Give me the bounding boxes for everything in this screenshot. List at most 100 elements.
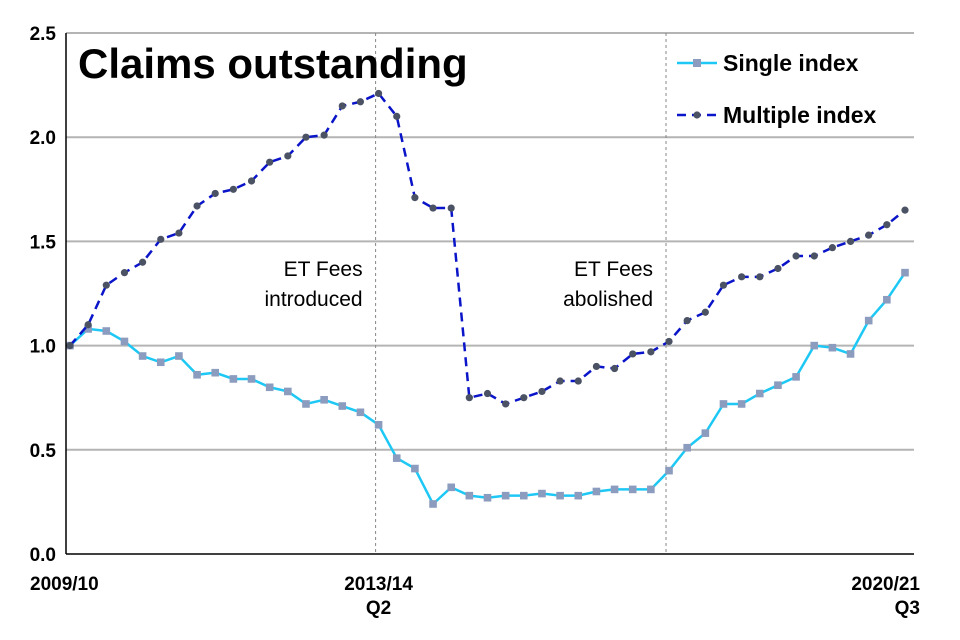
y-tick-label: 2.0: [30, 128, 56, 149]
data-point: [665, 466, 673, 475]
data-point: [247, 375, 256, 383]
data-point: [774, 264, 782, 273]
legend-marker: [693, 59, 701, 67]
data-point: [320, 131, 328, 139]
data-point: [66, 342, 74, 350]
data-point: [265, 383, 274, 392]
data-point: [139, 258, 147, 266]
data-point: [120, 337, 129, 346]
data-point: [229, 185, 237, 193]
data-point: [338, 102, 346, 110]
gridlines: [66, 32, 914, 451]
data-point: [610, 485, 619, 494]
data-point: [737, 400, 746, 408]
data-point: [338, 402, 347, 410]
data-point: [465, 394, 473, 402]
data-point: [647, 485, 655, 494]
data-point: [556, 491, 564, 500]
data-point: [610, 364, 619, 373]
data-point: [556, 377, 564, 385]
data-point: [356, 408, 365, 417]
data-point: [302, 400, 310, 408]
data-point: [719, 281, 728, 289]
data-point: [828, 343, 837, 352]
annotation-text: ET Fees: [574, 258, 653, 281]
annotation-text: abolished: [563, 288, 653, 311]
data-point: [266, 158, 274, 166]
data-point: [211, 189, 219, 198]
data-point: [374, 420, 383, 429]
data-point: [411, 194, 419, 202]
data-point: [683, 316, 691, 325]
data-point: [846, 350, 855, 358]
annotation-text: introduced: [265, 288, 363, 311]
x-tick-label: 2013/14: [344, 574, 413, 595]
data-point: [392, 454, 401, 462]
data-point: [520, 394, 528, 402]
data-point: [284, 152, 292, 160]
data-point: [520, 491, 528, 500]
data-point: [701, 308, 709, 316]
data-point: [538, 387, 546, 396]
data-point: [574, 491, 583, 500]
data-point: [792, 373, 800, 381]
data-point: [447, 483, 455, 492]
data-point: [374, 89, 383, 98]
legend: Single index Multiple index: [677, 50, 877, 128]
data-point: [447, 204, 455, 212]
data-point: [810, 341, 819, 350]
data-point: [665, 337, 673, 346]
data-point: [810, 252, 818, 260]
data-point: [864, 316, 873, 325]
x-tick-label: 2009/10: [30, 574, 99, 595]
data-point: [683, 443, 691, 452]
data-point: [302, 133, 310, 141]
data-point: [247, 177, 256, 185]
labels: 0.0 0.5 1.0 1.5 2.0 2.5 2009/10 2013/14 Q2 2020/2…: [30, 24, 921, 619]
data-point: [701, 429, 710, 437]
legend-label: Single index: [723, 50, 859, 76]
data-point: [538, 489, 546, 498]
chart-title: Claims outstanding: [78, 40, 468, 87]
data-point: [138, 352, 147, 360]
data-point: [901, 268, 909, 277]
data-point: [846, 237, 855, 245]
data-point: [901, 206, 909, 214]
data-point: [502, 400, 510, 408]
data-point: [628, 485, 637, 494]
y-tick-label: 0.0: [30, 545, 56, 566]
data-point: [756, 273, 764, 281]
data-point: [193, 370, 201, 379]
data-point: [501, 491, 510, 500]
data-point: [193, 202, 201, 210]
data-point: [120, 269, 129, 277]
data-point: [393, 112, 401, 120]
x-tick-label: Q3: [895, 598, 920, 619]
x-tick-label: Q2: [366, 598, 391, 619]
data-point: [429, 500, 437, 508]
annotation-text: ET Fees: [284, 258, 363, 281]
data-point: [320, 395, 328, 404]
data-point: [229, 375, 238, 383]
data-point: [102, 327, 111, 335]
legend-marker: [693, 111, 701, 119]
data-point: [284, 387, 292, 396]
data-point: [356, 98, 365, 106]
data-point: [483, 389, 492, 398]
data-point: [411, 464, 419, 473]
x-tick-label: 2020/21: [851, 574, 920, 595]
data-point: [592, 362, 601, 371]
data-point: [592, 487, 601, 496]
series-line-multiple-index: [69, 91, 906, 406]
data-point: [175, 352, 183, 360]
data-point: [719, 400, 728, 408]
series-group: [66, 89, 909, 508]
legend-label: Multiple index: [723, 102, 877, 128]
y-tick-label: 1.5: [30, 232, 57, 253]
data-point: [865, 231, 873, 239]
data-point: [629, 350, 637, 358]
y-tick-label: 2.5: [30, 24, 57, 45]
data-point: [157, 235, 165, 243]
data-point: [755, 389, 764, 398]
axes: [65, 33, 914, 555]
